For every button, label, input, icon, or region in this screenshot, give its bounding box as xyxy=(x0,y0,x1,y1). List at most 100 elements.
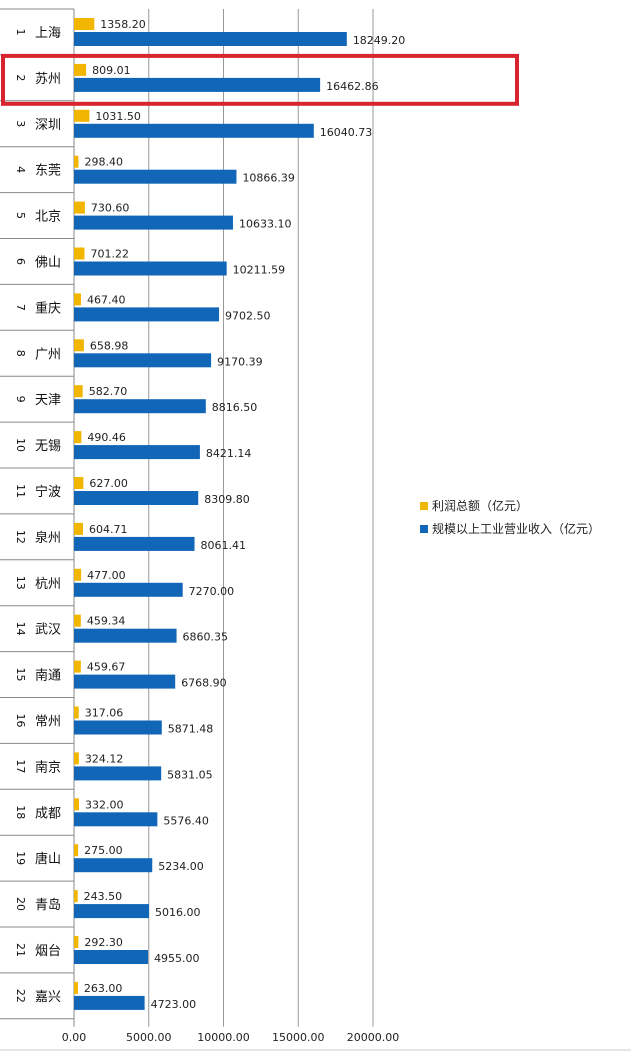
category-label: 南京 xyxy=(35,759,61,775)
category-label: 宁波 xyxy=(35,484,61,500)
rank-label: 3 xyxy=(14,120,27,127)
data-label-profit: 263.00 xyxy=(84,982,123,995)
bar-profit xyxy=(74,431,82,444)
rank-label: 17 xyxy=(14,759,27,773)
rank-label: 8 xyxy=(14,350,27,357)
bar-revenue xyxy=(74,353,212,368)
rank-label: 9 xyxy=(14,396,27,403)
rank-label: 1 xyxy=(14,28,27,35)
data-label-revenue: 5871.48 xyxy=(168,723,214,736)
x-tick-label: 20000.00 xyxy=(347,1031,400,1044)
bar-revenue xyxy=(74,215,233,230)
x-tick-label: 10000.00 xyxy=(197,1031,250,1044)
data-label-revenue: 5234.00 xyxy=(158,860,204,873)
data-label-revenue: 10211.59 xyxy=(233,264,286,277)
category-label: 杭州 xyxy=(35,577,61,592)
bar-revenue xyxy=(74,858,153,873)
data-label-revenue: 9702.50 xyxy=(225,309,271,322)
bar-profit xyxy=(74,339,84,352)
data-label-revenue: 4723.00 xyxy=(151,998,197,1011)
rank-label: 12 xyxy=(14,530,27,544)
bar-profit xyxy=(74,18,95,30)
data-label-profit: 809.01 xyxy=(92,64,131,77)
category-label: 青岛 xyxy=(35,897,61,913)
category-label: 成都 xyxy=(35,806,61,821)
bar-profit xyxy=(74,385,83,398)
rank-label: 13 xyxy=(14,576,27,590)
data-label-profit: 324.12 xyxy=(85,752,124,765)
bar-profit xyxy=(74,201,85,214)
bar-revenue xyxy=(74,674,176,689)
category-label: 上海 xyxy=(35,26,61,41)
data-label-revenue: 5016.00 xyxy=(155,906,201,919)
category-label: 北京 xyxy=(35,210,61,225)
data-label-profit: 730.60 xyxy=(91,202,130,215)
category-label: 东莞 xyxy=(35,164,61,179)
data-label-profit: 298.40 xyxy=(84,156,123,169)
bar-revenue xyxy=(74,399,206,414)
bar-revenue xyxy=(74,261,227,276)
data-label-profit: 292.30 xyxy=(84,936,123,949)
data-label-profit: 459.34 xyxy=(87,615,126,628)
data-label-revenue: 6860.35 xyxy=(183,631,229,644)
rank-label: 4 xyxy=(14,166,27,173)
bar-revenue xyxy=(74,812,158,827)
category-label: 无锡 xyxy=(35,439,61,454)
bar-revenue xyxy=(74,720,162,735)
bar-profit xyxy=(74,522,84,535)
bar-profit xyxy=(74,109,90,122)
data-label-revenue: 6768.90 xyxy=(181,677,227,690)
bar-profit xyxy=(74,568,82,581)
data-label-revenue: 8061.41 xyxy=(201,539,247,552)
bar-profit xyxy=(74,844,79,857)
rank-label: 18 xyxy=(14,805,27,819)
category-label: 苏州 xyxy=(35,71,61,87)
data-label-profit: 627.00 xyxy=(89,477,128,490)
legend-swatch xyxy=(420,525,428,533)
category-label: 广州 xyxy=(35,347,61,362)
category-label: 重庆 xyxy=(35,300,61,316)
rank-label: 16 xyxy=(14,713,27,727)
bar-profit xyxy=(74,155,79,168)
bar-revenue xyxy=(74,995,145,1010)
bar-revenue xyxy=(74,169,237,184)
rank-label: 21 xyxy=(14,943,27,957)
data-label-profit: 459.67 xyxy=(87,661,126,674)
data-label-profit: 275.00 xyxy=(84,844,123,857)
category-label: 烟台 xyxy=(35,944,61,959)
category-label: 唐山 xyxy=(35,851,61,867)
rank-label: 7 xyxy=(14,304,27,311)
x-tick-label: 0.00 xyxy=(62,1031,87,1044)
bar-revenue xyxy=(74,950,149,964)
bar-revenue xyxy=(74,536,195,551)
data-label-profit: 490.46 xyxy=(87,431,126,444)
rank-label: 2 xyxy=(14,74,27,81)
category-label: 南通 xyxy=(35,668,61,684)
data-label-profit: 477.00 xyxy=(87,569,126,582)
bar-revenue xyxy=(74,582,183,597)
bar-revenue xyxy=(74,32,347,46)
data-label-revenue: 8421.14 xyxy=(206,447,252,460)
rank-label: 22 xyxy=(14,989,27,1003)
legend-swatch xyxy=(420,502,428,510)
rank-label: 15 xyxy=(14,668,27,682)
bar-revenue xyxy=(74,77,321,92)
bar-revenue xyxy=(74,766,162,781)
data-label-revenue: 10633.10 xyxy=(239,218,292,231)
data-label-revenue: 4955.00 xyxy=(154,952,200,965)
x-tick-label: 15000.00 xyxy=(272,1031,325,1044)
bar-profit xyxy=(74,247,85,260)
data-label-revenue: 10866.39 xyxy=(242,172,294,185)
data-label-revenue: 18249.20 xyxy=(353,34,406,47)
bar-profit xyxy=(74,660,81,673)
rank-label: 14 xyxy=(14,622,27,636)
bar-profit xyxy=(74,936,79,948)
data-label-revenue: 8816.50 xyxy=(212,401,258,414)
data-label-profit: 582.70 xyxy=(89,385,128,398)
data-label-profit: 467.40 xyxy=(87,293,126,306)
rank-label: 6 xyxy=(14,258,27,265)
category-label: 嘉兴 xyxy=(35,990,61,1005)
legend-label: 规模以上工业营业收入（亿元） xyxy=(432,521,600,536)
category-label: 常州 xyxy=(35,714,61,729)
